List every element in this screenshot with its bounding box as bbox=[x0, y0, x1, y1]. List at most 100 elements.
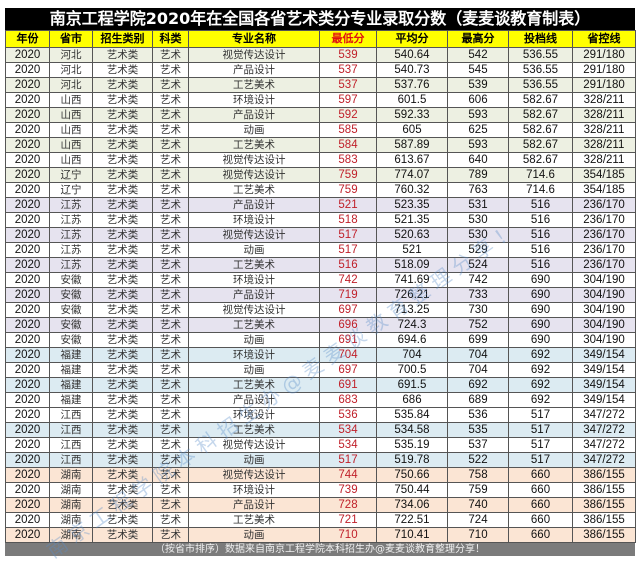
cell-subject: 艺术 bbox=[152, 197, 189, 213]
cell-control-line: 354/185 bbox=[572, 182, 636, 198]
cell-major: 动画 bbox=[188, 452, 320, 468]
cell-subject: 艺术 bbox=[152, 347, 189, 363]
cell-min-score: 516 bbox=[319, 257, 377, 273]
cell-year: 2020 bbox=[5, 512, 50, 528]
cell-year: 2020 bbox=[5, 497, 50, 513]
cell-avg-score: 722.51 bbox=[376, 512, 448, 528]
cell-year: 2020 bbox=[5, 257, 50, 273]
cell-max-score: 730 bbox=[447, 302, 509, 318]
cell-avg-score: 724.3 bbox=[376, 317, 448, 333]
cell-avg-score: 691.5 bbox=[376, 377, 448, 393]
cell-year: 2020 bbox=[5, 167, 50, 183]
cell-year: 2020 bbox=[5, 107, 50, 123]
cell-min-score: 592 bbox=[319, 107, 377, 123]
cell-cutoff: 516 bbox=[508, 197, 573, 213]
cell-min-score: 521 bbox=[319, 197, 377, 213]
cell-province: 河北 bbox=[49, 62, 93, 78]
cell-max-score: 537 bbox=[447, 437, 509, 453]
cell-max-score: 593 bbox=[447, 107, 509, 123]
cell-cutoff: 714.6 bbox=[508, 182, 573, 198]
cell-subject: 艺术 bbox=[152, 422, 189, 438]
cell-min-score: 597 bbox=[319, 92, 377, 108]
cell-max-score: 625 bbox=[447, 122, 509, 138]
cell-min-score: 537 bbox=[319, 62, 377, 78]
cell-cutoff: 516 bbox=[508, 257, 573, 273]
cell-subject: 艺术 bbox=[152, 152, 189, 168]
cell-cutoff: 690 bbox=[508, 272, 573, 288]
cell-subject: 艺术 bbox=[152, 272, 189, 288]
cell-major: 工艺美术 bbox=[188, 317, 320, 333]
table-row: 2020 江苏 艺术类 艺术 工艺美术 516 518.09 524 516 236/170 bbox=[5, 257, 636, 273]
cell-avg-score: 537.76 bbox=[376, 77, 448, 93]
cell-year: 2020 bbox=[5, 77, 50, 93]
cell-major: 动画 bbox=[188, 362, 320, 378]
cell-control-line: 386/155 bbox=[572, 467, 636, 483]
cell-avg-score: 613.67 bbox=[376, 152, 448, 168]
cell-control-line: 304/190 bbox=[572, 332, 636, 348]
table-row: 2020 辽宁 艺术类 艺术 视觉传达设计 759 774.07 789 714.6 354/18… bbox=[5, 167, 636, 183]
cell-avg-score: 741.69 bbox=[376, 272, 448, 288]
cell-category: 艺术类 bbox=[92, 317, 153, 333]
cell-province: 安徽 bbox=[49, 317, 93, 333]
cell-year: 2020 bbox=[5, 122, 50, 138]
cell-control-line: 236/170 bbox=[572, 242, 636, 258]
cell-subject: 艺术 bbox=[152, 227, 189, 243]
col-header-min-score: 最低分 bbox=[319, 30, 377, 48]
cell-category: 艺术类 bbox=[92, 92, 153, 108]
cell-province: 安徽 bbox=[49, 272, 93, 288]
cell-min-score: 728 bbox=[319, 497, 377, 513]
table-row: 2020 江西 艺术类 艺术 视觉传达设计 534 535.19 537 517 347/272 bbox=[5, 437, 636, 453]
cell-subject: 艺术 bbox=[152, 467, 189, 483]
cell-province: 湖南 bbox=[49, 467, 93, 483]
cell-min-score: 759 bbox=[319, 167, 377, 183]
cell-year: 2020 bbox=[5, 287, 50, 303]
cell-province: 江苏 bbox=[49, 212, 93, 228]
cell-cutoff: 517 bbox=[508, 452, 573, 468]
table-row: 2020 山西 艺术类 艺术 动画 585 605 625 582.67 328/211 bbox=[5, 122, 636, 138]
cell-major: 环境设计 bbox=[188, 212, 320, 228]
cell-control-line: 349/154 bbox=[572, 362, 636, 378]
cell-control-line: 304/190 bbox=[572, 317, 636, 333]
cell-major: 工艺美术 bbox=[188, 377, 320, 393]
cell-min-score: 683 bbox=[319, 392, 377, 408]
table-row: 2020 湖南 艺术类 艺术 环境设计 739 750.44 759 660 386/155 bbox=[5, 482, 636, 498]
table-row: 2020 辽宁 艺术类 艺术 工艺美术 759 760.32 763 714.6 354/185 bbox=[5, 182, 636, 198]
col-header-category: 招生类别 bbox=[92, 30, 153, 48]
cell-year: 2020 bbox=[5, 242, 50, 258]
cell-major: 环境设计 bbox=[188, 347, 320, 363]
table-row: 2020 江苏 艺术类 艺术 动画 517 521 529 516 236/170 bbox=[5, 242, 636, 258]
cell-avg-score: 713.25 bbox=[376, 302, 448, 318]
cell-cutoff: 517 bbox=[508, 422, 573, 438]
cell-province: 山西 bbox=[49, 92, 93, 108]
cell-max-score: 710 bbox=[447, 527, 509, 543]
cell-year: 2020 bbox=[5, 527, 50, 543]
cell-category: 艺术类 bbox=[92, 497, 153, 513]
cell-min-score: 517 bbox=[319, 452, 377, 468]
cell-category: 艺术类 bbox=[92, 227, 153, 243]
table-row: 2020 山西 艺术类 艺术 视觉传达设计 583 613.67 640 582.67 328/2… bbox=[5, 152, 636, 168]
cell-subject: 艺术 bbox=[152, 302, 189, 318]
cell-min-score: 534 bbox=[319, 437, 377, 453]
cell-category: 艺术类 bbox=[92, 302, 153, 318]
cell-major: 动画 bbox=[188, 242, 320, 258]
cell-province: 福建 bbox=[49, 377, 93, 393]
cell-year: 2020 bbox=[5, 227, 50, 243]
cell-year: 2020 bbox=[5, 47, 50, 63]
cell-subject: 艺术 bbox=[152, 317, 189, 333]
table-row: 2020 江西 艺术类 艺术 工艺美术 534 534.58 535 517 347/272 bbox=[5, 422, 636, 438]
cell-subject: 艺术 bbox=[152, 62, 189, 78]
cell-control-line: 328/211 bbox=[572, 152, 636, 168]
cell-cutoff: 582.67 bbox=[508, 107, 573, 123]
cell-max-score: 539 bbox=[447, 77, 509, 93]
cell-avg-score: 750.44 bbox=[376, 482, 448, 498]
cell-min-score: 534 bbox=[319, 422, 377, 438]
admission-score-sheet: 南京工程学院2020年在全国各省艺术类分专业录取分数（麦麦谈教育制表） 年份 省… bbox=[5, 8, 636, 556]
cell-subject: 艺术 bbox=[152, 497, 189, 513]
cell-control-line: 354/185 bbox=[572, 167, 636, 183]
cell-category: 艺术类 bbox=[92, 407, 153, 423]
cell-avg-score: 521.35 bbox=[376, 212, 448, 228]
cell-province: 安徽 bbox=[49, 302, 93, 318]
cell-year: 2020 bbox=[5, 332, 50, 348]
cell-control-line: 304/190 bbox=[572, 272, 636, 288]
col-header-province: 省市 bbox=[49, 30, 93, 48]
